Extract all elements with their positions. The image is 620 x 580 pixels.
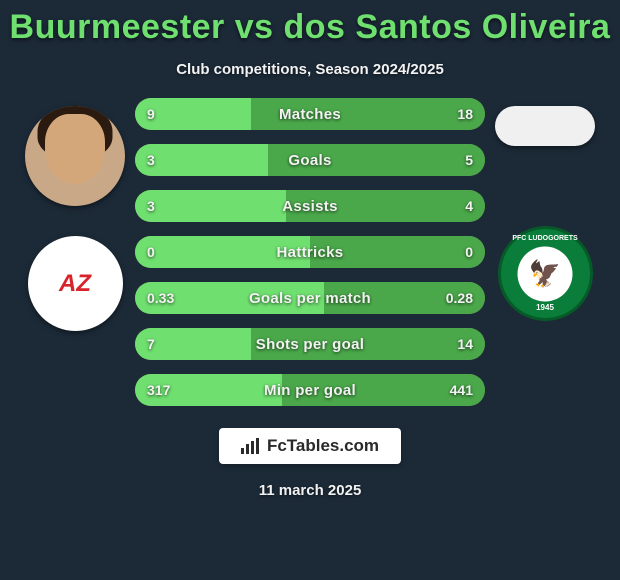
- right-side: PFC LUDOGORETS 🦅 1945: [485, 98, 605, 321]
- stat-label: Goals: [135, 144, 485, 176]
- club-left-text: AZ: [59, 270, 91, 298]
- avatar-face: [45, 114, 105, 184]
- stat-value-left: 3: [147, 190, 155, 222]
- stat-row: Goals per match0.33 0.28: [135, 282, 485, 314]
- stat-value-right: 4: [465, 190, 473, 222]
- content-wrap: Buurmeester vs dos Santos Oliveira Club …: [0, 0, 620, 580]
- stat-row: Matches9 18: [135, 98, 485, 130]
- stat-value-left: 317: [147, 374, 170, 406]
- stat-value-right: 0.28: [446, 282, 473, 314]
- stat-label: Min per goal: [135, 374, 485, 406]
- stat-value-right: 18: [457, 98, 473, 130]
- stat-row: Hattricks0 0: [135, 236, 485, 268]
- player-left-avatar: [25, 106, 125, 206]
- stat-label: Goals per match: [135, 282, 485, 314]
- left-side: AZ: [15, 98, 135, 331]
- stat-value-right: 0: [465, 236, 473, 268]
- stat-value-right: 441: [450, 374, 473, 406]
- stat-label: Hattricks: [135, 236, 485, 268]
- stat-value-left: 7: [147, 328, 155, 360]
- stat-value-left: 0.33: [147, 282, 174, 314]
- watermark: FcTables.com: [219, 428, 401, 464]
- main-row: AZ Matches918Goals35Assists34Hattricks00…: [0, 98, 620, 406]
- stat-label: Assists: [135, 190, 485, 222]
- player-right-avatar: [495, 106, 595, 146]
- club-right-name: PFC LUDOGORETS: [501, 235, 590, 242]
- stat-label: Shots per goal: [135, 328, 485, 360]
- date-label: 11 march 2025: [259, 482, 362, 499]
- stats-bars: Matches918Goals35Assists34Hattricks00Goa…: [135, 98, 485, 406]
- page-subtitle: Club competitions, Season 2024/2025: [176, 61, 444, 78]
- stat-row: Goals3 5: [135, 144, 485, 176]
- stat-label: Matches: [135, 98, 485, 130]
- club-left-logo: AZ: [28, 236, 123, 331]
- stat-row: Min per goal317 441: [135, 374, 485, 406]
- stat-row: Assists3 4: [135, 190, 485, 222]
- stat-value-right: 14: [457, 328, 473, 360]
- eagle-icon: 🦅: [518, 246, 573, 301]
- stat-value-right: 5: [465, 144, 473, 176]
- stat-value-left: 9: [147, 98, 155, 130]
- stat-value-left: 0: [147, 236, 155, 268]
- page-title: Buurmeester vs dos Santos Oliveira: [10, 8, 611, 47]
- club-right-year: 1945: [501, 303, 590, 312]
- watermark-text: FcTables.com: [267, 436, 379, 456]
- chart-icon: [241, 438, 261, 454]
- stat-row: Shots per goal7 14: [135, 328, 485, 360]
- stat-value-left: 3: [147, 144, 155, 176]
- club-right-logo: PFC LUDOGORETS 🦅 1945: [498, 226, 593, 321]
